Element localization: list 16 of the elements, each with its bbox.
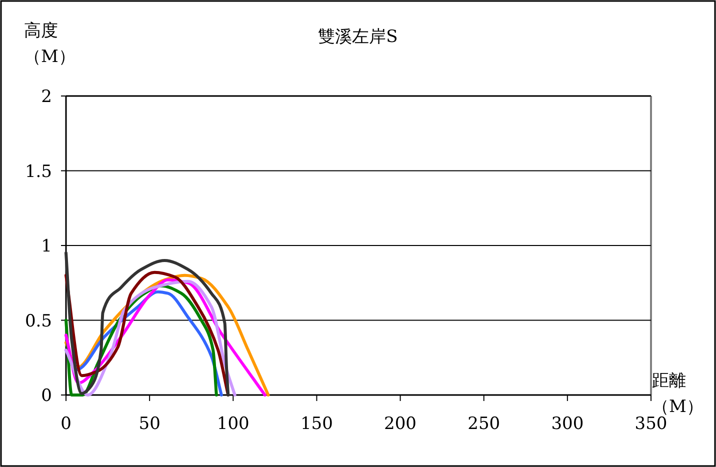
x-tick-label: 200 [384,414,417,434]
x-axis-title: 距離（M） [652,370,704,417]
x-tick-label: 0 [60,414,72,434]
y-tick-label: 0 [41,386,52,406]
y-axis-title: 高度（M） [24,20,76,69]
chart-title: 雙溪左岸S [318,27,398,47]
x-tick-label: 250 [468,414,500,434]
y-tick-label: 1.5 [24,162,52,182]
y-tick-label: 0.5 [24,311,52,332]
x-tick-label: 300 [551,414,584,434]
x-tick-label: 50 [138,414,160,434]
x-tick-label: 150 [300,414,333,434]
y-tick-label: 2 [41,87,52,107]
x-tick-label: 100 [216,414,250,434]
y-tick-label: 1 [41,236,52,256]
x-tick-label: 350 [634,414,668,434]
